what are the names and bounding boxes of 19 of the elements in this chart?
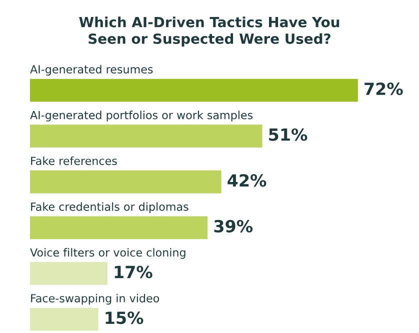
data-label: 72% <box>364 82 403 96</box>
data-label: 51% <box>269 128 308 141</box>
bar <box>30 78 358 102</box>
y-tick-label: AI-generated resumes <box>30 64 153 76</box>
bar <box>30 308 98 331</box>
y-tick-label: AI-generated portfolios or work samples <box>30 110 253 122</box>
data-label: 17% <box>114 266 152 278</box>
bar <box>30 216 208 240</box>
bar <box>30 124 262 148</box>
bar <box>30 170 222 194</box>
data-label: 15% <box>106 311 144 324</box>
data-label: 42% <box>228 174 266 187</box>
y-tick-label: Fake references <box>31 156 117 166</box>
y-tick-label: Voice filters or voice cloning <box>30 248 186 259</box>
data-label: 39% <box>214 220 253 233</box>
bar <box>30 262 108 285</box>
y-tick-label: Face-swapping in video <box>31 294 160 305</box>
y-tick-label: Fake credentials or diplomas <box>31 202 188 214</box>
chart-title: Which AI-Driven Tactics Have You Seen or Suspected Were Used? <box>79 16 340 47</box>
